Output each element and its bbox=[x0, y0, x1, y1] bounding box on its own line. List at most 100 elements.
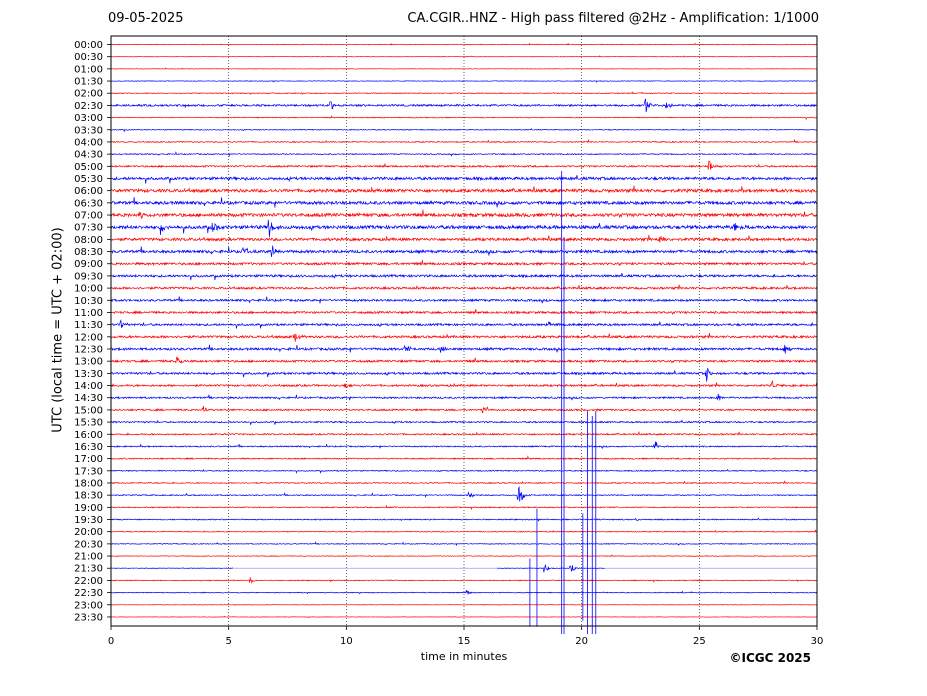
x-tick-label: 5 bbox=[225, 636, 231, 647]
trace-1800 bbox=[110, 480, 817, 485]
y-tick-label: 07:30 bbox=[74, 223, 103, 234]
trace-0530 bbox=[110, 175, 817, 184]
trace-0130 bbox=[110, 80, 817, 83]
trace-1730 bbox=[110, 468, 817, 474]
y-tick-label: 08:00 bbox=[74, 235, 103, 246]
trace-1230 bbox=[110, 344, 817, 354]
trace-0700 bbox=[110, 209, 817, 219]
x-tick-label: 25 bbox=[693, 636, 706, 647]
y-tick-label: 10:30 bbox=[74, 296, 103, 307]
trace-2330 bbox=[110, 615, 817, 619]
y-tick-label: 01:30 bbox=[74, 77, 103, 88]
y-tick-label: 14:30 bbox=[74, 393, 103, 404]
trace-1830 bbox=[110, 485, 817, 502]
trace-1030 bbox=[110, 296, 817, 304]
trace-0630 bbox=[110, 197, 817, 208]
trace-1300 bbox=[110, 356, 817, 364]
trace-1430 bbox=[110, 393, 817, 401]
y-tick-label: 00:00 bbox=[74, 40, 103, 51]
x-tick-label: 15 bbox=[458, 636, 471, 647]
trace-0300 bbox=[110, 115, 817, 121]
y-tick-label: 21:30 bbox=[74, 564, 103, 575]
trace-0330 bbox=[110, 128, 817, 133]
y-tick-label: 13:00 bbox=[74, 357, 103, 368]
trace-1000 bbox=[110, 284, 817, 291]
y-tick-label: 11:30 bbox=[74, 320, 103, 331]
trace-2200 bbox=[110, 577, 817, 584]
y-tick-label: 20:30 bbox=[74, 539, 103, 550]
x-tick-label: 0 bbox=[108, 636, 114, 647]
trace-1500 bbox=[110, 405, 817, 414]
y-tick-label: 17:30 bbox=[74, 466, 103, 477]
y-tick-label: 19:30 bbox=[74, 515, 103, 526]
chart-title: CA.CGIR..HNZ - High pass filtered @2Hz -… bbox=[407, 11, 819, 26]
y-tick-label: 18:00 bbox=[74, 478, 103, 489]
y-tick-label: 12:30 bbox=[74, 345, 103, 356]
trace-2130 bbox=[110, 564, 605, 573]
y-tick-label: 02:30 bbox=[74, 101, 103, 112]
trace-2300 bbox=[110, 604, 817, 606]
trace-2000 bbox=[110, 529, 817, 533]
trace-0030 bbox=[110, 55, 817, 58]
y-tick-label: 23:30 bbox=[74, 612, 103, 623]
x-axis-label: time in minutes bbox=[420, 650, 508, 663]
trace-2230 bbox=[110, 589, 817, 595]
trace-1600 bbox=[110, 430, 817, 436]
y-tick-label: 02:00 bbox=[74, 89, 103, 100]
x-tick-label: 10 bbox=[340, 636, 353, 647]
y-tick-label: 01:00 bbox=[74, 64, 103, 75]
y-tick-label: 20:00 bbox=[74, 527, 103, 538]
trace-1100 bbox=[110, 308, 817, 315]
trace-1200 bbox=[110, 332, 817, 342]
y-tick-label: 04:00 bbox=[74, 137, 103, 148]
trace-0100 bbox=[110, 67, 817, 70]
y-tick-label: 06:30 bbox=[74, 198, 103, 209]
y-tick-label: 00:30 bbox=[74, 52, 103, 63]
trace-1130 bbox=[110, 319, 817, 329]
y-tick-label: 09:30 bbox=[74, 271, 103, 282]
trace-0200 bbox=[110, 91, 817, 95]
trace-0600 bbox=[110, 185, 817, 194]
y-tick-label: 07:00 bbox=[74, 211, 103, 222]
y-tick-label: 22:30 bbox=[74, 588, 103, 599]
x-tick-label: 20 bbox=[575, 636, 588, 647]
trace-0000 bbox=[110, 42, 817, 46]
y-tick-label: 19:00 bbox=[74, 503, 103, 514]
trace-1930 bbox=[110, 517, 817, 522]
y-tick-label: 15:00 bbox=[74, 405, 103, 416]
y-tick-label: 16:30 bbox=[74, 442, 103, 453]
chart-date: 09-05-2025 bbox=[108, 11, 184, 26]
copyright-text: ©ICGC 2025 bbox=[729, 651, 811, 665]
trace-0900 bbox=[110, 259, 817, 267]
trace-1400 bbox=[110, 380, 817, 388]
y-tick-label: 17:00 bbox=[74, 454, 103, 465]
trace-0800 bbox=[110, 234, 817, 243]
trace-0500 bbox=[110, 160, 817, 170]
y-tick-label: 06:00 bbox=[74, 186, 103, 197]
trace-0730 bbox=[110, 219, 817, 237]
y-tick-label: 21:00 bbox=[74, 552, 103, 563]
y-tick-label: 05:00 bbox=[74, 162, 103, 173]
trace-1900 bbox=[110, 504, 817, 511]
y-tick-label: 18:30 bbox=[74, 491, 103, 502]
trace-0430 bbox=[110, 151, 817, 157]
trace-2030 bbox=[110, 541, 817, 547]
x-tick-label: 30 bbox=[811, 636, 824, 647]
y-tick-label: 09:00 bbox=[74, 259, 103, 270]
y-tick-label: 05:30 bbox=[74, 174, 103, 185]
y-tick-label: 03:30 bbox=[74, 125, 103, 136]
trace-0830 bbox=[110, 245, 817, 257]
y-tick-label: 10:00 bbox=[74, 284, 103, 295]
trace-0230 bbox=[110, 98, 817, 113]
y-tick-label: 11:00 bbox=[74, 308, 103, 319]
y-tick-label: 22:00 bbox=[74, 576, 103, 587]
trace-1530 bbox=[110, 419, 817, 425]
trace-1700 bbox=[110, 455, 817, 461]
y-tick-label: 12:00 bbox=[74, 332, 103, 343]
trace-1330 bbox=[110, 367, 817, 382]
trace-0930 bbox=[110, 273, 817, 281]
y-tick-label: 15:30 bbox=[74, 418, 103, 429]
y-tick-label: 03:00 bbox=[74, 113, 103, 124]
y-tick-label: 13:30 bbox=[74, 369, 103, 380]
